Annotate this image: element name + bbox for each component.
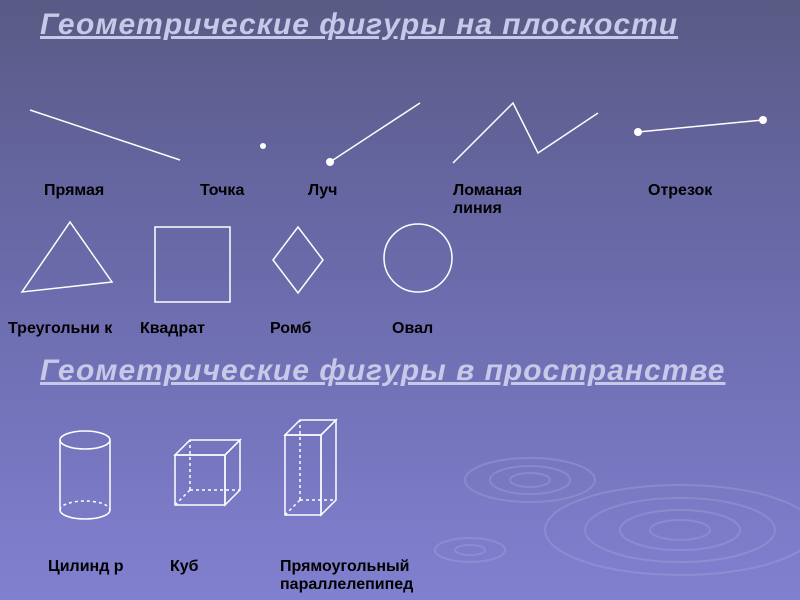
label-parallelepiped: Прямоугольный параллелепипед — [280, 558, 450, 593]
space-shapes-svg — [0, 0, 800, 600]
label-cube: Куб — [170, 558, 199, 576]
label-cylinder: Цилинд р — [48, 558, 128, 576]
